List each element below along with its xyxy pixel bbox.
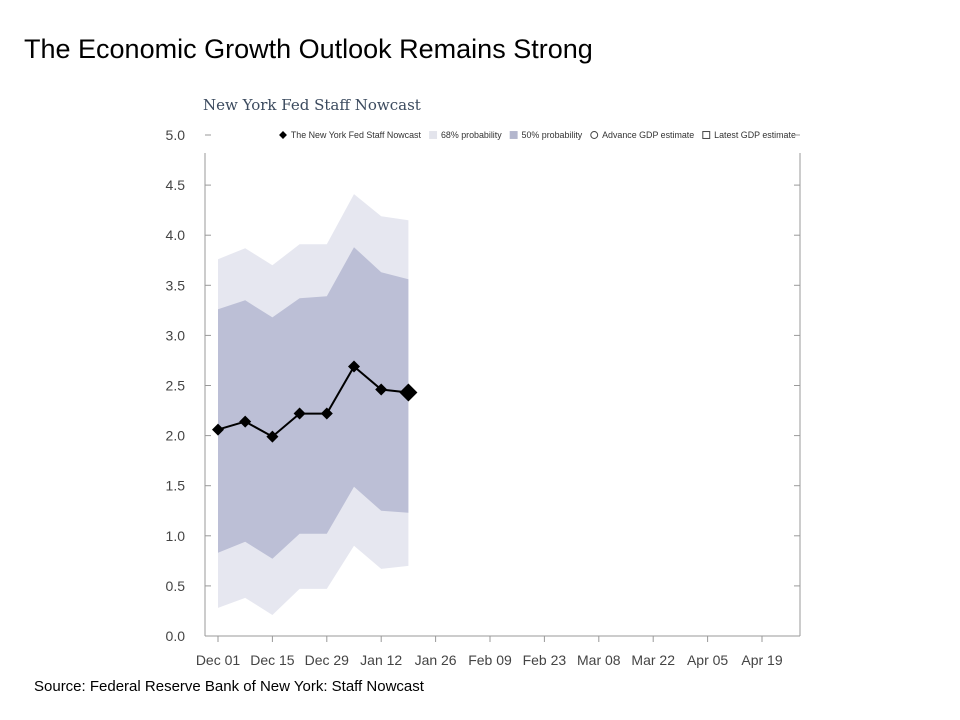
legend-marker-diamond — [279, 131, 287, 139]
y-tick-label: 3.5 — [166, 277, 186, 293]
legend-marker-square-outline — [702, 131, 711, 139]
y-tick-label: 5.0 — [166, 127, 186, 143]
legend-label: The New York Fed Staff Nowcast — [291, 130, 422, 140]
y-tick-label: 3.0 — [166, 327, 186, 343]
legend-item: Latest GDP estimate — [702, 130, 796, 140]
y-tick-label: 2.5 — [166, 378, 186, 394]
legend-label: 68% probability — [441, 130, 502, 140]
legend-item: Advance GDP estimate — [590, 130, 694, 140]
slide-title: The Economic Growth Outlook Remains Stro… — [24, 34, 593, 64]
nowcast-point — [266, 430, 279, 443]
legend-item: 50% probability — [509, 130, 583, 140]
source-note: Source: Federal Reserve Bank of New York… — [34, 678, 424, 695]
y-tick-label: 4.0 — [166, 227, 186, 243]
y-tick-label: 0.5 — [166, 578, 186, 594]
x-tick-label: Feb 23 — [523, 652, 567, 668]
band-50-probability — [218, 247, 409, 559]
nowcast-point — [399, 383, 418, 402]
chart-axes: 0.0 0.5 1.0 1.5 2.0 2.5 3.0 3.5 4.0 4.5 5.0 Dec 01 D… — [166, 127, 801, 668]
y-tick-label: 1.0 — [166, 528, 186, 544]
nowcast-point — [348, 360, 360, 373]
y-tick-label: 1.5 — [166, 478, 186, 494]
x-tick-label: Jan 12 — [360, 652, 402, 668]
nowcast-line — [217, 364, 409, 438]
x-tick-label: Mar 08 — [577, 652, 621, 668]
legend-marker-light-square — [429, 131, 438, 139]
nowcast-point — [375, 383, 388, 396]
y-tick-label: 2.0 — [166, 428, 186, 444]
chart-legend: The New York Fed Staff Nowcast 68% probab… — [279, 130, 796, 140]
x-tick-label: Jan 26 — [415, 652, 457, 668]
nowcast-point — [212, 423, 224, 436]
legend-marker-circle — [590, 131, 599, 139]
x-tick-label: Dec 29 — [305, 652, 350, 668]
legend-label: Latest GDP estimate — [714, 130, 796, 140]
x-tick-label: Mar 22 — [631, 652, 675, 668]
x-tick-label: Feb 09 — [468, 652, 512, 668]
x-tick-label: Apr 05 — [687, 652, 728, 668]
x-tick-label: Dec 15 — [250, 652, 295, 668]
chart-title: New York Fed Staff Nowcast — [203, 96, 421, 114]
legend-marker-dark-square — [509, 131, 518, 139]
x-tick-label: Apr 19 — [741, 652, 782, 668]
nowcast-point — [293, 407, 306, 420]
probability-bands — [218, 194, 409, 615]
nowcast-point — [239, 415, 252, 428]
y-tick-label: 0.0 — [166, 628, 186, 644]
y-tick-label: 4.5 — [166, 177, 186, 193]
nowcast-series — [212, 360, 418, 443]
legend-label: Advance GDP estimate — [602, 130, 694, 140]
legend-item: The New York Fed Staff Nowcast — [279, 130, 422, 140]
legend-item: 68% probability — [429, 130, 502, 140]
x-tick-label: Dec 01 — [196, 652, 241, 668]
legend-label: 50% probability — [522, 130, 583, 140]
nowcast-point — [320, 407, 333, 420]
